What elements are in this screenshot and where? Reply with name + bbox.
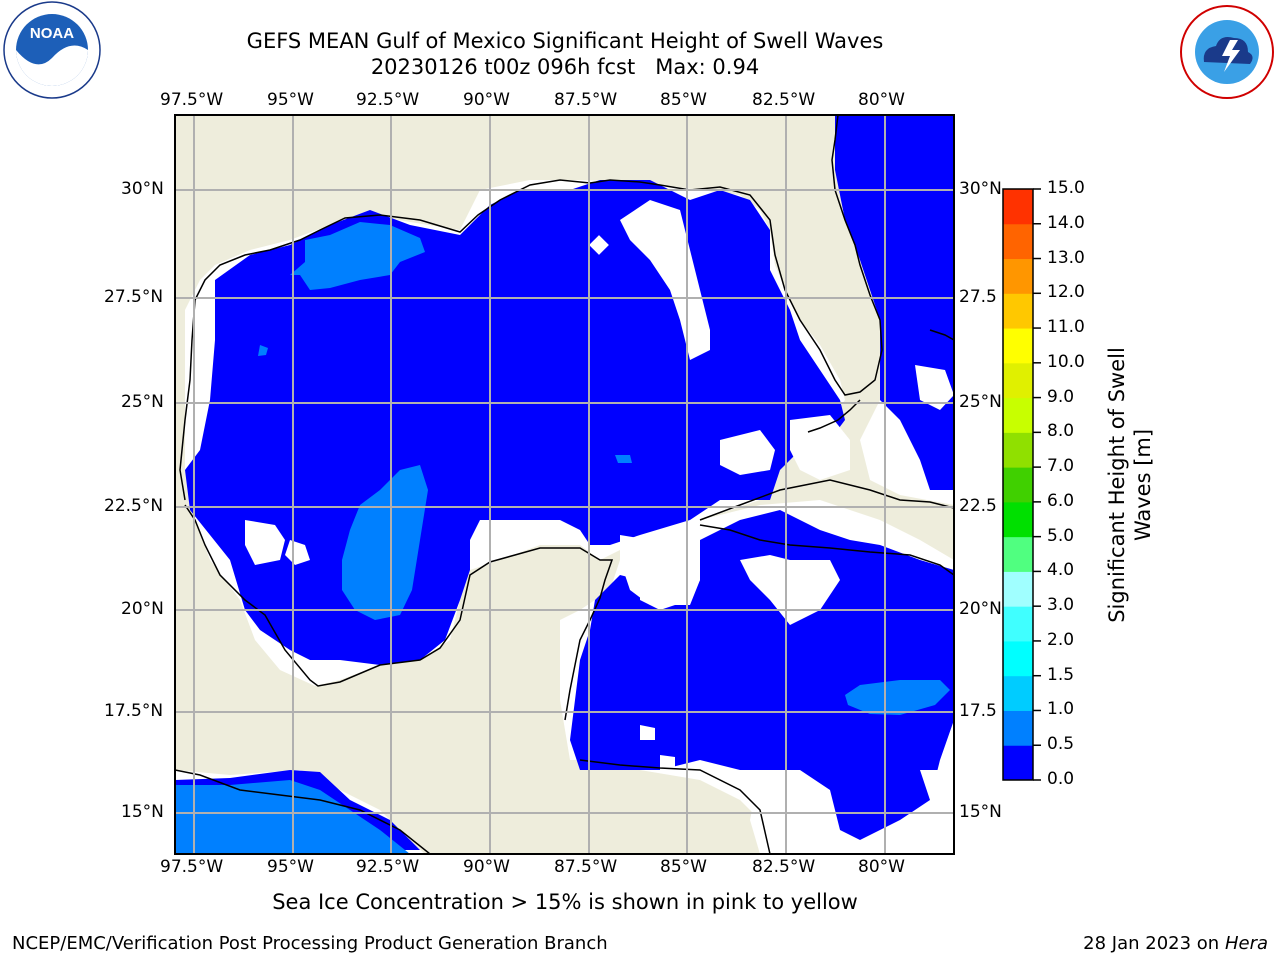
- lon-label: 90°W: [463, 857, 510, 877]
- colorbar-swatch: [1003, 675, 1033, 711]
- colorbar-swatch: [1003, 258, 1033, 294]
- lon-label: 90°W: [463, 90, 510, 110]
- colorbar-tick-label: 10.0: [1047, 351, 1085, 372]
- colorbar-swatch: [1003, 362, 1033, 399]
- colorbar-swatch: [1003, 536, 1033, 572]
- max-value: Max: 0.94: [655, 55, 760, 79]
- colorbar-frame: [1002, 188, 1034, 781]
- lon-label: 95°W: [267, 90, 314, 110]
- lat-label-right: 30°N: [959, 179, 1002, 199]
- gridlines: [175, 115, 954, 854]
- lon-label: 87.5°W: [554, 857, 618, 877]
- lon-label: 82.5°W: [752, 857, 816, 877]
- lat-label: 25°N: [121, 392, 164, 412]
- colorbar-tick-label: 9.0: [1047, 386, 1075, 407]
- lon-label: 85°W: [660, 90, 707, 110]
- lat-label-right: 15°N: [959, 802, 1002, 822]
- colorbar-swatch: [1003, 710, 1033, 746]
- colorbar-swatch: [1003, 571, 1033, 607]
- colorbar-tick-label: 0.0: [1047, 769, 1075, 789]
- lat-label: 17.5°N: [104, 701, 164, 721]
- nws-logo: [1180, 5, 1274, 99]
- colorbar-tick-label: 0.5: [1047, 734, 1075, 755]
- colorbar-swatch: [1003, 432, 1033, 468]
- lat-label: 27.5°N: [104, 287, 164, 307]
- lat-label-right: 20°N: [959, 599, 1002, 619]
- colorbar-swatch: [1003, 223, 1033, 260]
- coastline: [175, 115, 954, 854]
- date-host: Hera: [1224, 933, 1268, 954]
- chart-subtitle: 20230126 t00z 096h fcst Max: 0.94: [175, 54, 955, 80]
- lat-label-right: 25°N: [959, 392, 1002, 412]
- lat-label: 20°N: [121, 599, 164, 619]
- map-frame: [174, 114, 955, 855]
- date-text: 28 Jan 2023 on Hera: [1083, 933, 1268, 954]
- colorbar-tick-label: 8.0: [1047, 421, 1075, 442]
- colorbar-swatch: [1003, 745, 1033, 781]
- sea-ice-note: Sea Ice Concentration > 15% is shown in …: [272, 890, 858, 914]
- run-info: 20230126 t00z 096h fcst: [370, 55, 636, 79]
- colorbar: [1003, 188, 1041, 781]
- lat-label-right: 17.5: [959, 701, 997, 721]
- colorbar-tick-label: 3.0: [1047, 595, 1075, 616]
- colorbar-tick-label: 13.0: [1047, 247, 1085, 268]
- lat-label-right: 27.5: [959, 287, 997, 307]
- lon-label: 97.5°W: [160, 90, 224, 110]
- lon-label: 97.5°W: [160, 857, 224, 877]
- colorbar-tick-label: 7.0: [1047, 456, 1075, 477]
- noaa-logo: NOAA: [3, 1, 101, 99]
- lon-label: 80°W: [858, 90, 905, 110]
- colorbar-tick-label: 4.0: [1047, 560, 1075, 581]
- colorbar-tick-label: 14.0: [1047, 212, 1085, 233]
- colorbar-tick-label: 12.0: [1047, 282, 1085, 303]
- lat-label: 30°N: [121, 179, 164, 199]
- colorbar-swatch: [1003, 397, 1033, 433]
- lon-label: 92.5°W: [356, 857, 420, 877]
- colorbar-swatch: [1003, 501, 1033, 538]
- colorbar-swatch: [1003, 293, 1033, 329]
- lon-label: 82.5°W: [752, 90, 816, 110]
- date-prefix: 28 Jan 2023 on: [1083, 933, 1220, 954]
- colorbar-tick-label: 15.0: [1047, 178, 1085, 198]
- colorbar-title-line1: Significant Height of Swell: [1105, 347, 1129, 623]
- colorbar-tick-label: 2.0: [1047, 629, 1075, 650]
- noaa-logo-text: NOAA: [30, 25, 74, 42]
- colorbar-swatch: [1003, 640, 1033, 677]
- lon-label: 92.5°W: [356, 90, 420, 110]
- chart-title: GEFS MEAN Gulf of Mexico Significant Hei…: [246, 29, 884, 53]
- colorbar-tick-label: 1.0: [1047, 699, 1075, 720]
- colorbar-swatch: [1003, 328, 1033, 364]
- lat-label-right: 22.5: [959, 496, 997, 516]
- lon-label: 95°W: [267, 857, 314, 877]
- colorbar-tick-label: 6.0: [1047, 490, 1075, 511]
- colorbar-swatch: [1003, 467, 1033, 503]
- colorbar-title: Significant Height of Swell Waves [m]: [1104, 347, 1156, 623]
- colorbar-tick-label: 1.5: [1047, 664, 1075, 685]
- lat-label: 15°N: [121, 802, 164, 822]
- lat-label: 22.5°N: [104, 496, 164, 516]
- lon-label: 87.5°W: [554, 90, 618, 110]
- colorbar-tick-label: 11.0: [1047, 317, 1085, 338]
- lon-label: 80°W: [858, 857, 905, 877]
- colorbar-tick-label: 5.0: [1047, 525, 1075, 546]
- lon-label: 85°W: [660, 857, 707, 877]
- colorbar-title-line2: Waves [m]: [1131, 428, 1155, 542]
- colorbar-swatch: [1003, 189, 1033, 225]
- credit-text: NCEP/EMC/Verification Post Processing Pr…: [12, 933, 608, 954]
- colorbar-swatch: [1003, 606, 1033, 642]
